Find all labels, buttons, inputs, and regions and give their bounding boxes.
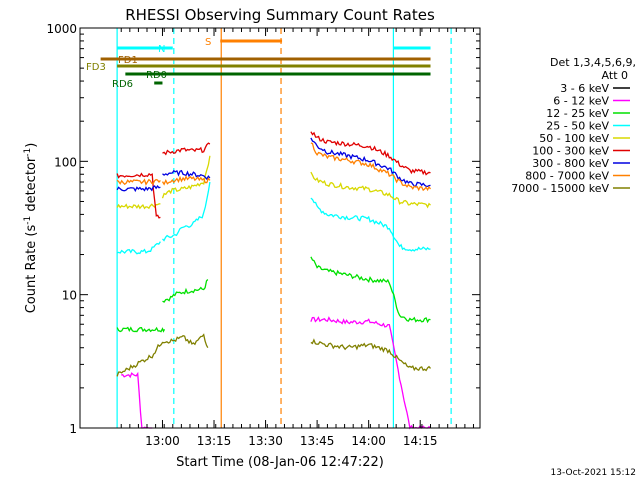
y-tick-label: 1: [69, 422, 77, 436]
y-tick-label: 10: [62, 289, 77, 303]
series-line: [116, 326, 166, 333]
state-flag-label: RD0: [146, 70, 167, 81]
chart-title: RHESSI Observing Summary Count Rates: [125, 6, 435, 24]
series-line: [162, 279, 209, 303]
state-flag-label: FD3: [86, 62, 106, 73]
legend-header-line1: Det 1,3,4,5,6,9,: [550, 56, 636, 69]
legend-header-line2: Att 0: [602, 69, 628, 82]
series-line: [116, 178, 161, 186]
y-axis-label-exponent-2: -1: [23, 148, 33, 157]
series-line: [310, 256, 431, 324]
legend-label: 300 - 800 keV: [532, 157, 609, 170]
series-line: [162, 181, 211, 242]
legend-label: 6 - 12 keV: [553, 95, 609, 108]
x-tick-label: 14:00: [351, 434, 386, 448]
x-tick-label: 13:45: [300, 434, 335, 448]
series-line: [116, 333, 209, 377]
x-tick-label: 13:15: [197, 434, 232, 448]
y-tick-label: 100: [54, 155, 77, 169]
x-tick-label: 14:15: [403, 434, 438, 448]
series-line: [116, 172, 161, 219]
y-axis-label-detector: detector: [24, 156, 39, 216]
series-line: [162, 169, 211, 181]
legend-label: 100 - 300 keV: [532, 145, 609, 158]
legend-label: 3 - 6 keV: [560, 82, 609, 95]
legend-label: 50 - 100 keV: [539, 132, 609, 145]
series-line: [161, 175, 211, 186]
series-line: [116, 241, 161, 255]
state-flag-label: FD1: [118, 55, 138, 66]
series-line: [116, 203, 161, 210]
x-tick-label: 13:30: [248, 434, 283, 448]
series-line: [161, 155, 211, 199]
series-line: [310, 338, 431, 372]
plot-frame: [79, 27, 481, 429]
series-line: [162, 142, 211, 156]
series-line: [310, 131, 431, 176]
y-axis-label: Count Rate (s-1 detector-1): [23, 143, 39, 314]
series-line: [310, 142, 432, 192]
series-line: [310, 137, 431, 188]
x-axis-label: Start Time (08-Jan-06 12:47:22): [176, 455, 384, 470]
x-tick-label: 13:00: [145, 434, 180, 448]
state-flag-label: S: [205, 37, 211, 48]
state-flag-label: N: [158, 44, 165, 55]
series-line: [310, 197, 431, 252]
legend-label: 7000 - 15000 keV: [511, 182, 609, 195]
series-line: [310, 316, 431, 430]
y-tick-label: 1000: [46, 22, 77, 36]
series-line: [310, 171, 431, 209]
series-line: [116, 185, 161, 193]
state-flag-label: RD6: [112, 79, 133, 90]
y-axis-label-exponent: -1: [23, 216, 33, 225]
y-axis-label-main: Count Rate (s: [24, 225, 39, 314]
plot-area: N FD1 FD3 RD0 RD6 S: [86, 28, 452, 430]
legend-label: 25 - 50 keV: [546, 120, 609, 133]
legend-label: 12 - 25 keV: [546, 107, 609, 120]
y-axis-label-close: ): [24, 143, 39, 148]
timestamp: 13-Oct-2021 15:12: [551, 468, 636, 478]
legend-label: 800 - 7000 keV: [525, 170, 609, 183]
